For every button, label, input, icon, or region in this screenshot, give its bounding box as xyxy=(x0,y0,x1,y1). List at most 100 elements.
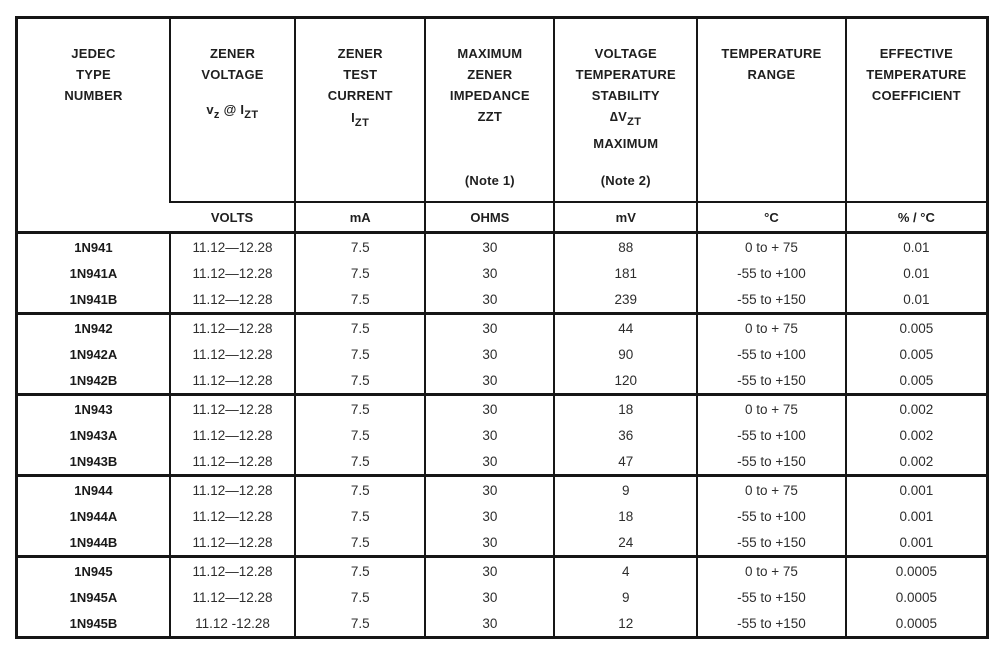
cell-temp-range: -55 to +100 xyxy=(696,503,846,529)
cell-stability: 12 xyxy=(553,610,698,638)
header-line: ZENER xyxy=(337,46,383,61)
header-line: VOLTAGE xyxy=(594,46,657,61)
table-row: 1N945 11.12—12.28 7.5 30 4 0 to + 75 0.0… xyxy=(17,556,988,584)
cell-coefficient: 0.005 xyxy=(844,313,988,341)
cell-impedance: 30 xyxy=(424,367,555,395)
cell-impedance: 30 xyxy=(424,475,555,503)
cell-impedance: 30 xyxy=(424,394,555,422)
unit-percent-per-celsius: % / °C xyxy=(844,202,988,234)
cell-coefficient: 0.002 xyxy=(844,422,988,448)
header-line: CURRENT xyxy=(327,88,393,103)
cell-test-current: 7.5 xyxy=(294,529,426,557)
cell-jedec-type: 1N942A xyxy=(69,346,118,362)
table-row: 1N941A 11.12—12.28 7.5 30 181 -55 to +10… xyxy=(17,260,988,286)
header-jedec-type-number: JEDEC TYPE NUMBER xyxy=(16,17,170,234)
cell-zener-voltage: 11.12—12.28 xyxy=(168,286,296,314)
header-line: ZENER xyxy=(210,46,256,61)
cell-zener-voltage: 11.12—12.28 xyxy=(168,448,296,476)
cell-stability: 18 xyxy=(553,394,698,422)
header-line: RANGE xyxy=(747,67,796,82)
symbol-delta-v: ∆V xyxy=(610,109,628,124)
header-line: NUMBER xyxy=(64,88,123,103)
symbol-i: I xyxy=(240,102,245,117)
symbol-sub-zt: ZT xyxy=(244,109,259,121)
row-group: 1N941 11.12—12.28 7.5 30 88 0 to + 75 0.… xyxy=(16,232,988,314)
header-line: ZENER xyxy=(467,67,513,82)
cell-zener-voltage: 11.12—12.28 xyxy=(168,475,296,503)
header-zener-test-current: ZENER TEST CURRENT IZT xyxy=(294,17,426,203)
header-effective-temp-coefficient: EFFECTIVE TEMPERATURE COEFFICIENT xyxy=(844,17,988,203)
cell-coefficient: 0.0005 xyxy=(844,584,988,610)
cell-jedec-type: 1N943A xyxy=(69,427,118,443)
header-line: ZZT xyxy=(477,109,503,124)
cell-stability: 90 xyxy=(553,341,698,367)
table-row: 1N945B 11.12 -12.28 7.5 30 12 -55 to +15… xyxy=(17,610,988,638)
cell-jedec-type: 1N942B xyxy=(69,372,118,388)
table-row: 1N943A 11.12—12.28 7.5 30 36 -55 to +100… xyxy=(17,422,988,448)
cell-test-current: 7.5 xyxy=(294,341,426,367)
cell-test-current: 7.5 xyxy=(294,610,426,638)
cell-zener-voltage: 11.12—12.28 xyxy=(168,341,296,367)
cell-temp-range: -55 to +100 xyxy=(696,422,846,448)
cell-impedance: 30 xyxy=(424,448,555,476)
cell-zener-voltage: 11.12—12.28 xyxy=(168,503,296,529)
cell-test-current: 7.5 xyxy=(294,394,426,422)
cell-impedance: 30 xyxy=(424,503,555,529)
cell-stability: 44 xyxy=(553,313,698,341)
cell-test-current: 7.5 xyxy=(294,313,426,341)
cell-coefficient: 0.001 xyxy=(844,503,988,529)
cell-temp-range: 0 to + 75 xyxy=(696,556,846,584)
cell-temp-range: 0 to + 75 xyxy=(696,475,846,503)
table-header: JEDEC TYPE NUMBER ZENER VOLTAGE vz @ IZT xyxy=(16,17,988,234)
cell-coefficient: 0.01 xyxy=(844,286,988,314)
cell-temp-range: -55 to +150 xyxy=(696,529,846,557)
header-line: MAXIMUM xyxy=(457,46,523,61)
table-row: 1N942 11.12—12.28 7.5 30 44 0 to + 75 0.… xyxy=(17,313,988,341)
cell-coefficient: 0.01 xyxy=(844,232,988,260)
table-row: 1N941B 11.12—12.28 7.5 30 239 -55 to +15… xyxy=(17,286,988,314)
cell-temp-range: -55 to +150 xyxy=(696,286,846,314)
cell-coefficient: 0.01 xyxy=(844,260,988,286)
cell-test-current: 7.5 xyxy=(294,232,426,260)
cell-impedance: 30 xyxy=(424,422,555,448)
table-row: 1N941 11.12—12.28 7.5 30 88 0 to + 75 0.… xyxy=(17,232,988,260)
header-line: TEMPERATURE xyxy=(866,67,967,82)
cell-zener-voltage: 11.12—12.28 xyxy=(168,584,296,610)
header-max-zener-impedance: MAXIMUM ZENER IMPEDANCE ZZT (Note 1) xyxy=(424,17,555,203)
note-1-label: (Note 1) xyxy=(464,173,515,188)
unit-ohms: OHMS xyxy=(424,202,555,234)
cell-zener-voltage: 11.12—12.28 xyxy=(168,260,296,286)
unit-celsius: °C xyxy=(696,202,846,234)
header-line: JEDEC xyxy=(71,46,116,61)
cell-test-current: 7.5 xyxy=(294,503,426,529)
cell-stability: 24 xyxy=(553,529,698,557)
cell-coefficient: 0.001 xyxy=(844,475,988,503)
cell-zener-voltage: 11.12 -12.28 xyxy=(168,610,296,638)
cell-test-current: 7.5 xyxy=(294,556,426,584)
cell-jedec-type: 1N942 xyxy=(74,320,113,336)
cell-coefficient: 0.0005 xyxy=(844,556,988,584)
symbol-sub-z: z xyxy=(213,109,220,121)
izt-symbol: IZT xyxy=(351,107,369,134)
symbol-sub-zt: ZT xyxy=(354,117,370,129)
unit-volts: VOLTS xyxy=(169,202,296,234)
cell-temp-range: -55 to +150 xyxy=(696,448,846,476)
header-line: TYPE xyxy=(76,67,111,82)
cell-stability: 239 xyxy=(553,286,698,314)
cell-jedec-type: 1N944 xyxy=(74,482,113,498)
cell-coefficient: 0.005 xyxy=(844,341,988,367)
cell-stability: 88 xyxy=(553,232,698,260)
cell-jedec-type: 1N943B xyxy=(69,453,118,469)
table-row: 1N944B 11.12—12.28 7.5 30 24 -55 to +150… xyxy=(17,529,988,557)
cell-test-current: 7.5 xyxy=(294,367,426,395)
cell-impedance: 30 xyxy=(424,556,555,584)
table-row: 1N942A 11.12—12.28 7.5 30 90 -55 to +100… xyxy=(17,341,988,367)
header-line: TEMPERATURE xyxy=(575,67,676,82)
cell-zener-voltage: 11.12—12.28 xyxy=(168,367,296,395)
cell-jedec-type: 1N945B xyxy=(69,615,118,631)
header-line: TEST xyxy=(343,67,378,82)
cell-jedec-type: 1N944A xyxy=(69,508,118,524)
cell-impedance: 30 xyxy=(424,341,555,367)
cell-jedec-type: 1N941B xyxy=(69,291,118,307)
